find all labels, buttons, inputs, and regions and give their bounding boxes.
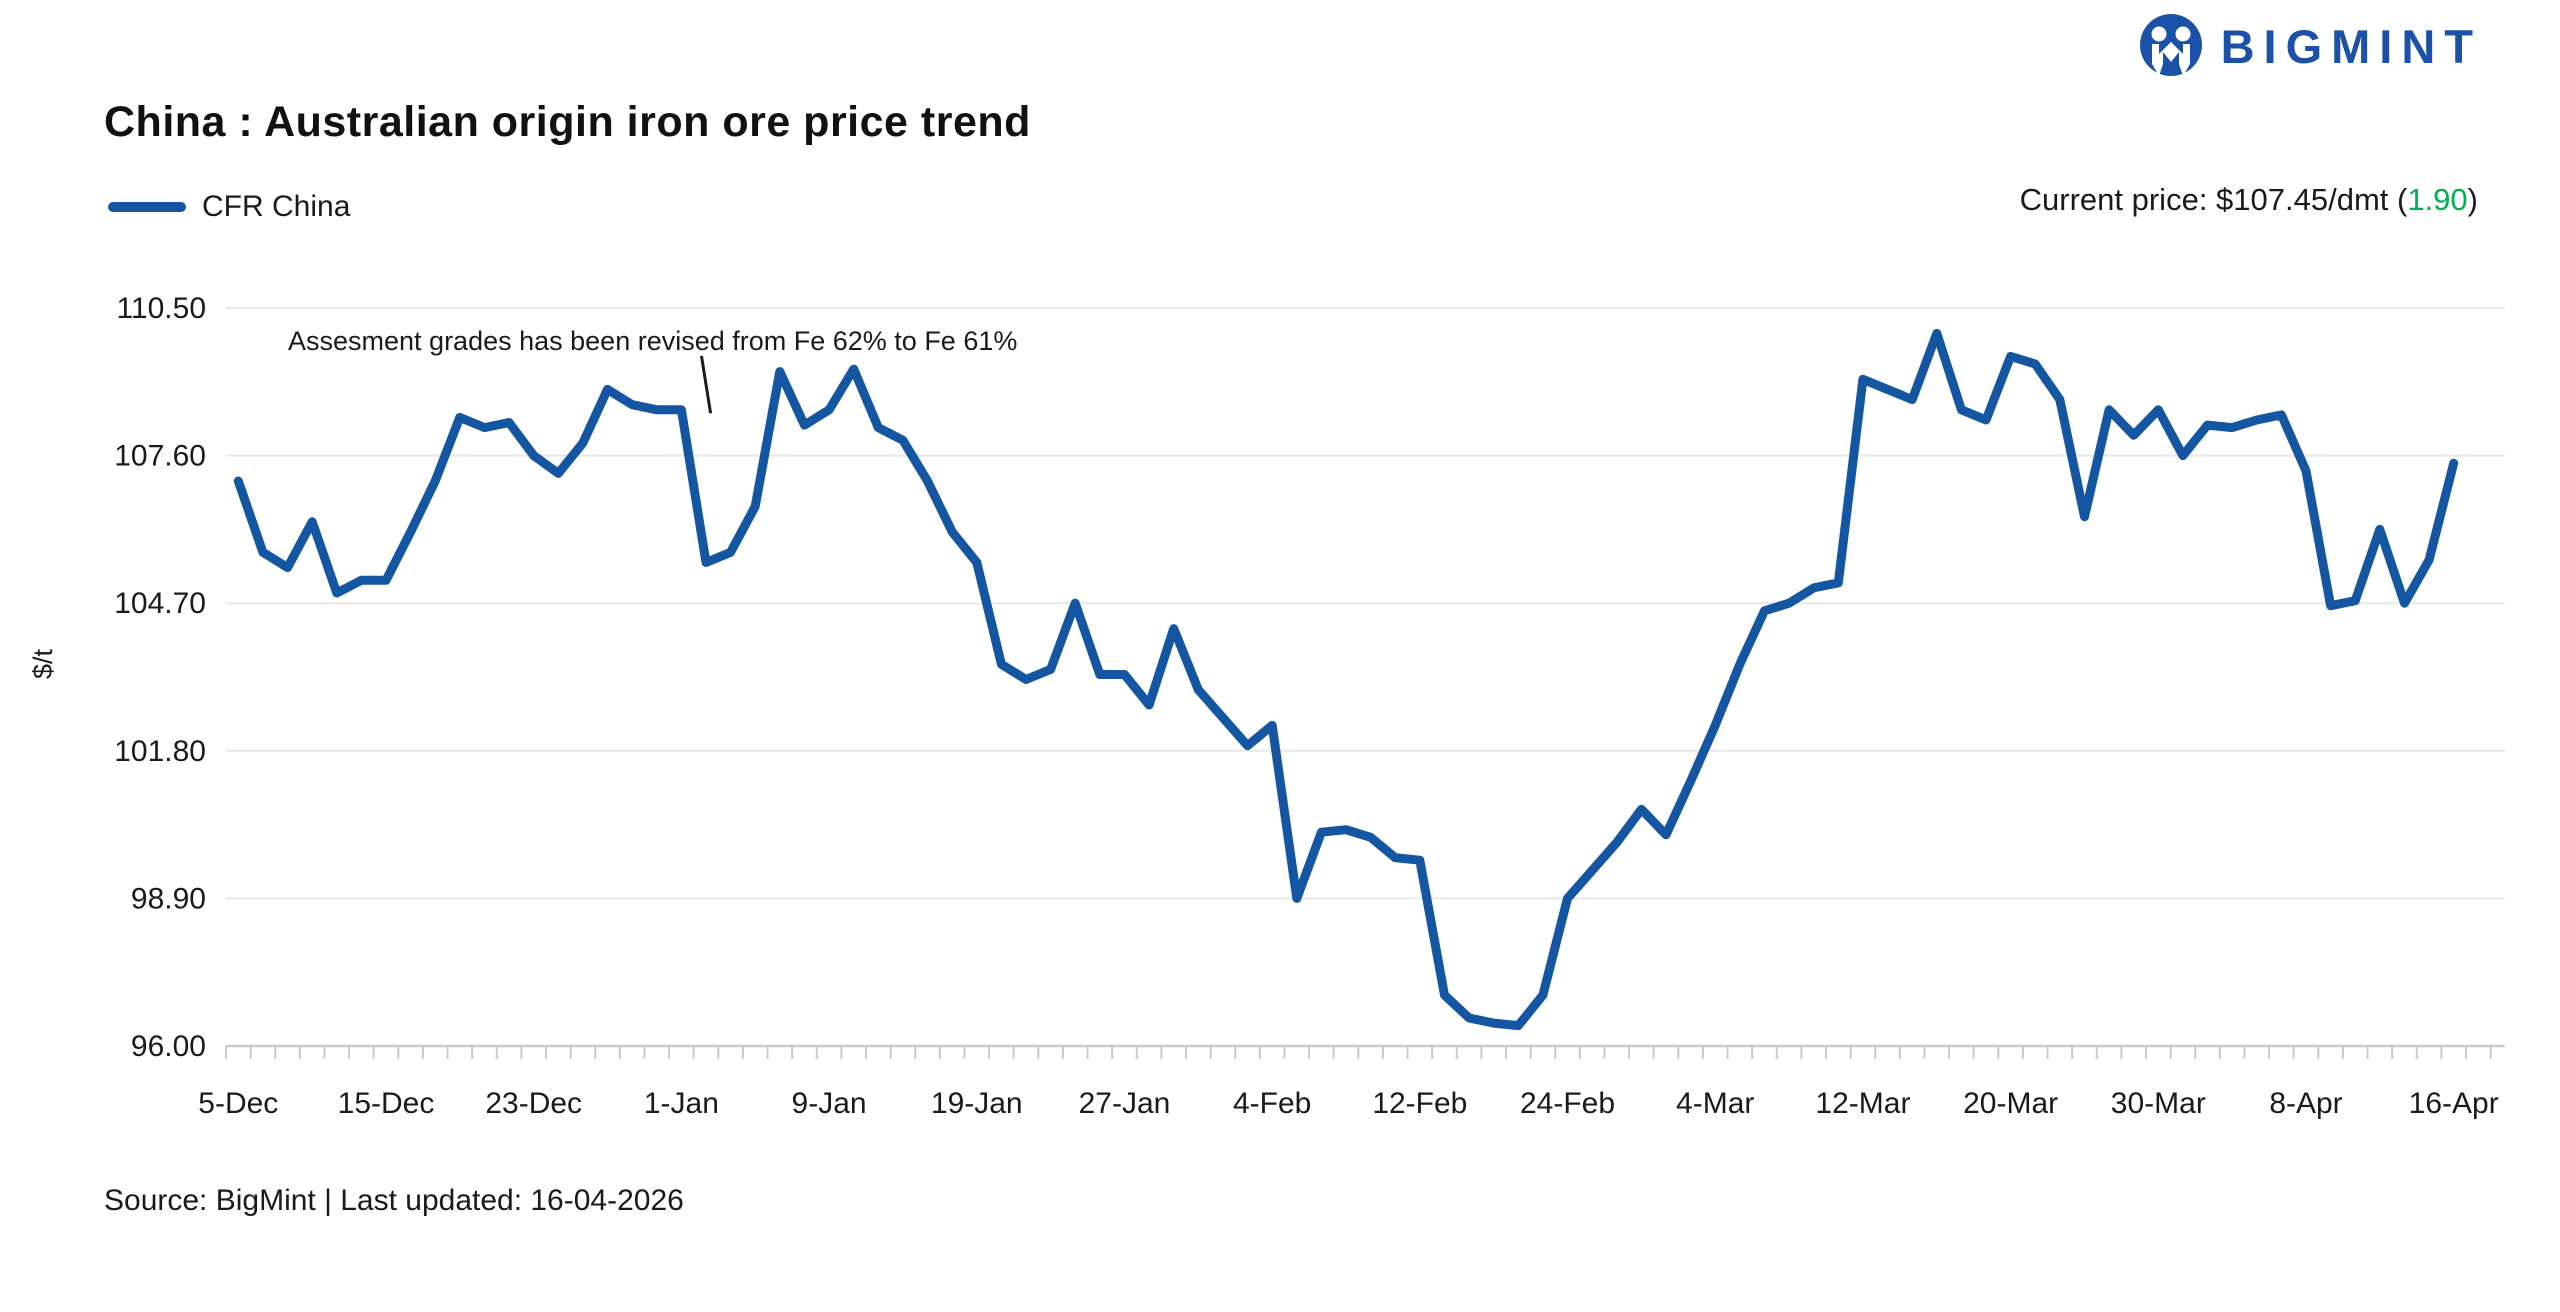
bigmint-wordmark: BIGMINT [2220, 19, 2482, 73]
y-axis-title: $/t [28, 648, 58, 679]
x-tick-label: 15-Dec [338, 1087, 435, 1120]
y-axis-labels: 110.50 107.60 104.70 101.80 98.90 96.00 [114, 292, 206, 1063]
x-tick-label: 1-Jan [644, 1087, 719, 1120]
legend-series-label: CFR China [202, 190, 351, 223]
x-axis-ticks [225, 1046, 2492, 1059]
x-tick-label: 9-Jan [792, 1087, 867, 1120]
y-tick-label: 98.90 [131, 882, 206, 915]
legend: CFR China [108, 190, 350, 224]
x-tick-label: 19-Jan [931, 1087, 1023, 1120]
y-tick-label: 110.50 [116, 292, 206, 325]
gridlines [226, 307, 2505, 1048]
x-tick-label: 24-Feb [1520, 1087, 1615, 1120]
y-tick-label: 107.60 [114, 440, 206, 473]
x-tick-label: 8-Apr [2269, 1087, 2342, 1120]
current-price-text: Current price: $107.45/dmt ( [2019, 182, 2408, 217]
x-tick-label: 5-Dec [198, 1087, 278, 1120]
source-caption: Source: BigMint | Last updated: 16-04-20… [104, 1184, 684, 1217]
current-price: Current price: $107.45/dmt (1.90) [2020, 182, 2478, 218]
x-tick-label: 20-Mar [1963, 1087, 2058, 1120]
x-tick-label: 27-Jan [1079, 1087, 1171, 1120]
x-tick-label: 16-Apr [2409, 1087, 2499, 1120]
current-price-close-paren: ) [2467, 182, 2478, 217]
annotation-text: Assesment grades has been revised from F… [288, 326, 1018, 356]
page-title: China : Australian origin iron ore price… [104, 98, 1031, 146]
bigmint-logo-icon [2139, 14, 2202, 76]
x-axis-labels: 5-Dec 15-Dec 23-Dec 1-Jan 9-Jan 19-Jan 27-Jan 4… [198, 1087, 2498, 1120]
x-tick-label: 12-Feb [1372, 1087, 1467, 1120]
x-tick-label: 4-Feb [1233, 1087, 1311, 1120]
x-tick-label: 23-Dec [485, 1087, 582, 1120]
y-tick-label: 101.80 [114, 735, 206, 768]
bigmint-logo: BIGMINT [2137, 12, 2482, 80]
x-tick-label: 4-Mar [1676, 1087, 1754, 1120]
y-tick-label: 104.70 [114, 587, 206, 620]
current-price-change: 1.90 [2407, 182, 2468, 217]
x-tick-label: 12-Mar [1815, 1087, 1910, 1120]
price-line-cfr-china [233, 328, 2459, 1031]
legend-line-swatch [108, 202, 186, 212]
y-tick-label: 96.00 [131, 1030, 206, 1063]
x-tick-label: 30-Mar [2111, 1087, 2206, 1120]
